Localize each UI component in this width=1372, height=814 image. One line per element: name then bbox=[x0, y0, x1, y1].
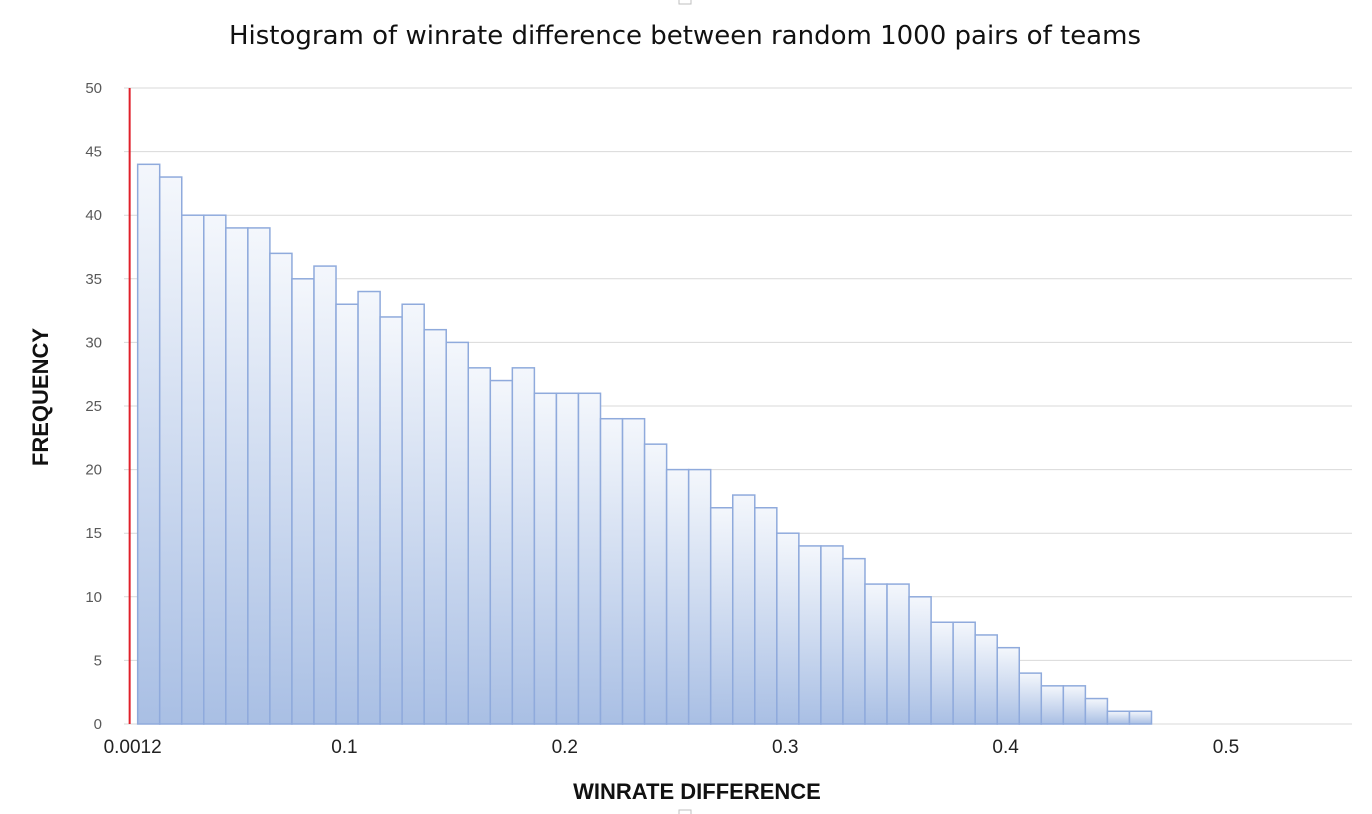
histogram-bar bbox=[335, 303, 359, 725]
histogram-bar bbox=[709, 507, 734, 725]
x-axis-tick-labels: 0.1 0.2 0.3 0.4 0.5 bbox=[331, 737, 1239, 758]
histogram-bar bbox=[445, 341, 470, 725]
histogram-bar bbox=[1128, 710, 1153, 725]
y-tick-label: 5 bbox=[94, 652, 102, 669]
x-tick-label: 0.1 bbox=[331, 737, 357, 758]
histogram-bar bbox=[357, 290, 381, 725]
histogram-bar bbox=[908, 596, 932, 725]
histogram-bar bbox=[754, 507, 778, 725]
histogram-bar bbox=[864, 583, 888, 725]
histogram-bar bbox=[1040, 685, 1065, 725]
histogram-bars bbox=[136, 163, 1153, 725]
x-tick-label: 0.3 bbox=[772, 737, 798, 758]
x-tick-label: 0.5 bbox=[1213, 737, 1239, 758]
histogram-bar bbox=[136, 163, 161, 725]
histogram-bar bbox=[401, 303, 425, 725]
histogram-bar bbox=[180, 214, 205, 725]
histogram-bar bbox=[798, 545, 822, 725]
histogram-bar bbox=[731, 494, 756, 725]
y-axis-label: FREQUENCY bbox=[28, 328, 53, 466]
histogram-bar bbox=[203, 214, 227, 725]
y-axis-tick-labels: 0 5 10 15 20 25 30 35 40 45 50 bbox=[85, 80, 102, 733]
histogram-bar bbox=[158, 176, 183, 725]
y-tick-label: 40 bbox=[85, 207, 102, 224]
y-tick-label: 15 bbox=[85, 525, 102, 542]
histogram-bar bbox=[842, 557, 866, 725]
histogram-bar bbox=[952, 621, 976, 725]
histogram-bar bbox=[996, 646, 1021, 725]
x-tick-label: 0.2 bbox=[552, 737, 578, 758]
histogram-bar bbox=[291, 278, 315, 725]
histogram-bar bbox=[577, 392, 602, 725]
histogram-bar bbox=[379, 316, 403, 725]
histogram-bar bbox=[1106, 710, 1131, 725]
chart-frame-handle-bottom bbox=[678, 809, 692, 814]
histogram-bar bbox=[974, 634, 998, 725]
chart-frame-handle-top bbox=[678, 0, 692, 5]
histogram-bar bbox=[886, 583, 910, 725]
histogram-bar bbox=[820, 545, 844, 725]
histogram-bar bbox=[489, 379, 514, 725]
histogram-bar bbox=[269, 252, 293, 725]
histogram-bar bbox=[643, 443, 668, 725]
y-tick-label: 45 bbox=[85, 144, 102, 161]
histogram-bar bbox=[621, 417, 646, 725]
histogram-bar bbox=[1062, 685, 1087, 725]
histogram-bar bbox=[1018, 672, 1043, 725]
y-tick-label: 35 bbox=[85, 271, 102, 288]
histogram-bar bbox=[247, 227, 271, 725]
chart-title: Histogram of winrate difference between … bbox=[229, 21, 1141, 51]
histogram-bar bbox=[599, 417, 624, 725]
histogram-bar bbox=[423, 328, 447, 725]
histogram-bar bbox=[225, 227, 249, 725]
histogram-bar bbox=[1084, 697, 1109, 725]
histogram-bar bbox=[665, 468, 690, 725]
x-tick-label: 0.4 bbox=[992, 737, 1019, 758]
histogram-bar bbox=[313, 265, 337, 725]
y-tick-label: 25 bbox=[85, 398, 102, 415]
threshold-marker-label: 0.0012 bbox=[104, 737, 162, 758]
y-tick-label: 0 bbox=[94, 716, 102, 733]
histogram-bar bbox=[555, 392, 580, 725]
histogram-bar bbox=[930, 621, 954, 725]
histogram-bar bbox=[467, 367, 492, 725]
y-tick-label: 30 bbox=[85, 334, 102, 351]
histogram-bar bbox=[511, 367, 536, 725]
y-tick-label: 50 bbox=[85, 80, 102, 97]
histogram-bar bbox=[776, 532, 800, 725]
histogram-bar bbox=[687, 468, 712, 725]
threshold-marker: 0.0012 bbox=[104, 88, 162, 758]
histogram-bar bbox=[533, 392, 558, 725]
y-tick-label: 10 bbox=[85, 589, 102, 606]
x-axis-label: WINRATE DIFFERENCE bbox=[573, 779, 821, 804]
y-tick-label: 20 bbox=[85, 462, 102, 479]
